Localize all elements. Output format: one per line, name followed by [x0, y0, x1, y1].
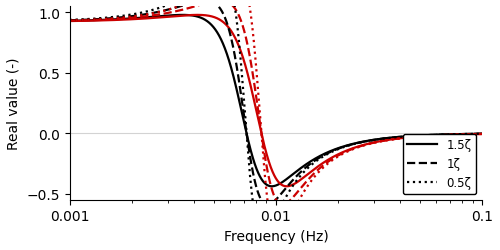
- X-axis label: Frequency (Hz): Frequency (Hz): [224, 229, 328, 243]
- Legend: 1.5ζ, 1ζ, 0.5ζ: 1.5ζ, 1ζ, 0.5ζ: [403, 134, 476, 194]
- Y-axis label: Real value (-): Real value (-): [7, 58, 21, 150]
